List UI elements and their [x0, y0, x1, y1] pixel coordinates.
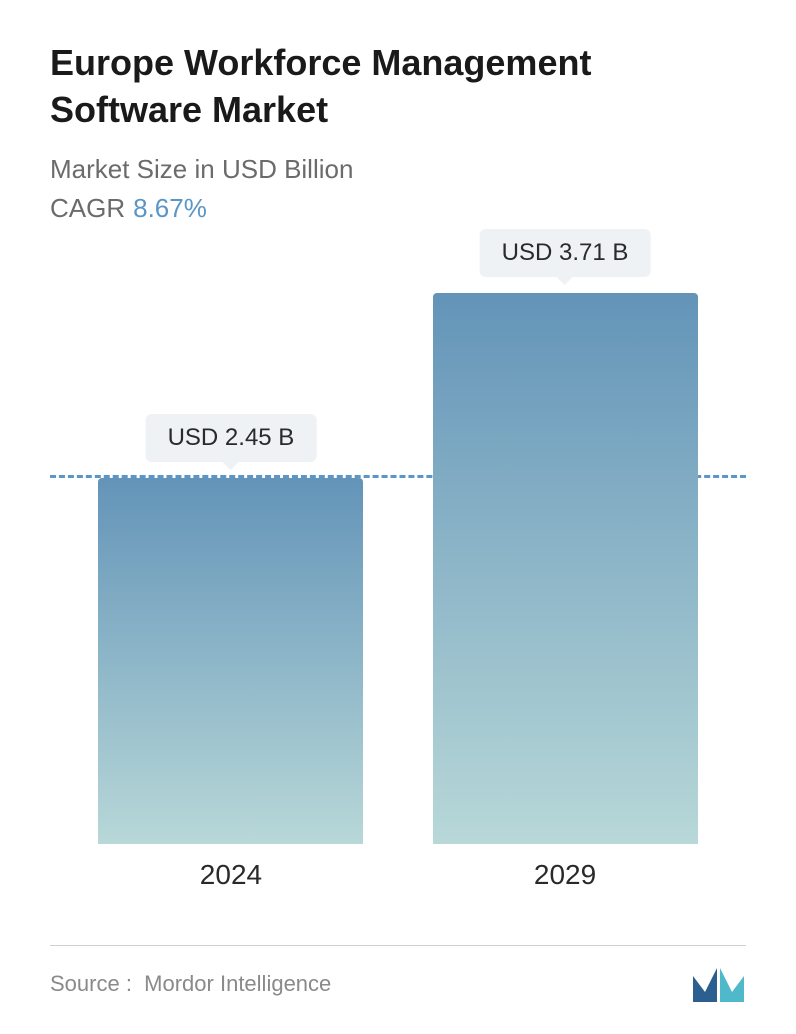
- value-label-2024: USD 2.45 B: [146, 414, 317, 462]
- chart-title: Europe Workforce Management Software Mar…: [50, 40, 746, 134]
- cagr-value: 8.67%: [133, 193, 207, 223]
- value-label-2029: USD 3.71 B: [480, 229, 651, 277]
- cagr-line: CAGR 8.67%: [50, 193, 746, 224]
- source-prefix: Source :: [50, 971, 132, 996]
- x-axis-labels: 2024 2029: [50, 859, 746, 909]
- brand-logo-icon: [691, 964, 746, 1004]
- x-label-2024: 2024: [200, 859, 262, 891]
- bar-2024: [98, 478, 363, 843]
- chart-area: USD 2.45 BUSD 3.71 B: [50, 264, 746, 844]
- cagr-label: CAGR: [50, 193, 125, 223]
- x-label-2029: 2029: [534, 859, 596, 891]
- source-name: Mordor Intelligence: [144, 971, 331, 996]
- footer: Source : Mordor Intelligence: [50, 945, 746, 1004]
- bar-2029: [433, 293, 698, 844]
- source-text: Source : Mordor Intelligence: [50, 971, 331, 997]
- chart-subtitle: Market Size in USD Billion: [50, 154, 746, 185]
- chart-container: USD 2.45 BUSD 3.71 B 2024 2029: [50, 264, 746, 904]
